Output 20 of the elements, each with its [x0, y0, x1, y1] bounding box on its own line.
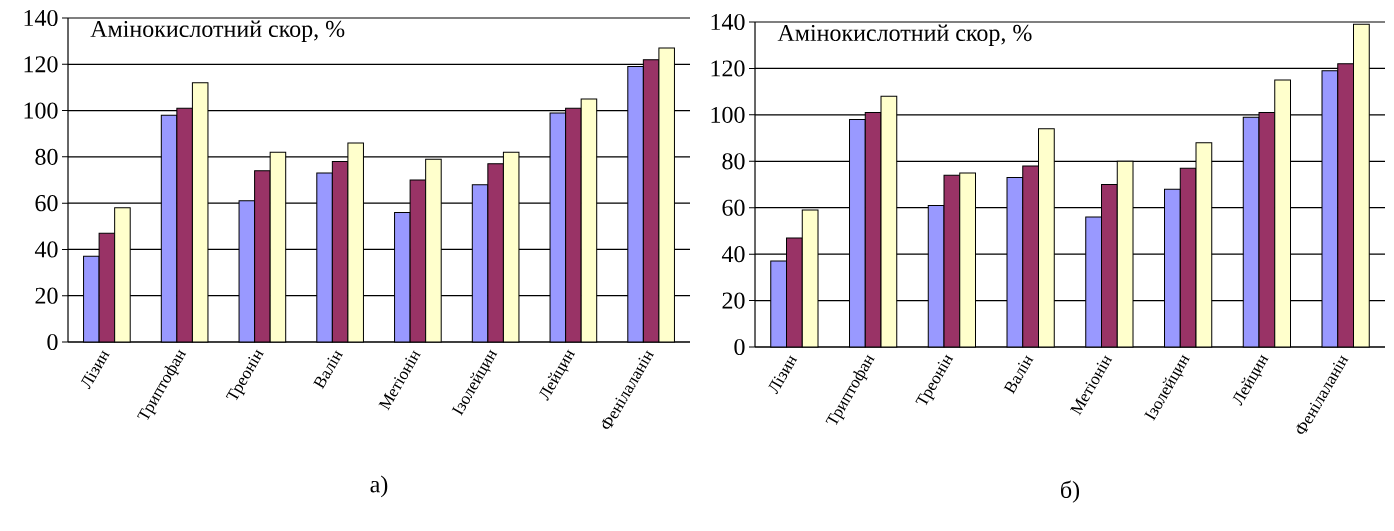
text: б): [1061, 480, 1080, 503]
y-tick-label: 0: [734, 338, 745, 356]
y-tick-label: 40: [721, 246, 745, 263]
y-tick-label: 60: [722, 199, 745, 216]
chart-title: Амінокислотний скор, %: [90, 20, 345, 42]
y-tick-label: 140: [24, 9, 58, 27]
y-tick-label: 40: [34, 241, 58, 258]
y-tick-label: 0: [47, 333, 58, 351]
y-tick-label: 140: [711, 13, 745, 31]
text: а): [370, 475, 388, 498]
y-tick-label: 20: [722, 292, 745, 309]
y-tick-label: 60: [35, 195, 58, 212]
y-tick-label: 120: [24, 56, 58, 73]
y-tick-label: 20: [35, 287, 58, 304]
y-tick-label: 80: [722, 153, 745, 170]
y-tick-label: 120: [711, 60, 745, 77]
chart-title: Амінокислотний скор, %: [777, 24, 1032, 46]
y-tick-label: 100: [711, 106, 745, 123]
y-tick-label: 100: [24, 102, 58, 119]
y-tick-label: 80: [35, 148, 58, 165]
